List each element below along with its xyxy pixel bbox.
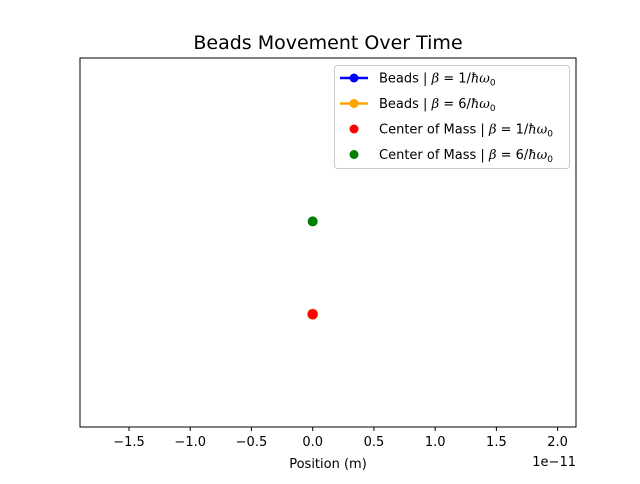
axes-frame [79, 57, 577, 428]
legend-entry: Center of Mass | β = 1/ħω0 [349, 123, 553, 140]
x-tick-label: 0.5 [364, 435, 385, 450]
legend-label: Center of Mass | β = 1/ħω0 [379, 123, 553, 140]
plot-area [307, 216, 319, 320]
legend-entry: Beads | β = 6/ħω0 [340, 97, 496, 114]
x-tick-label: 2.0 [547, 435, 568, 450]
data-point-series-2 [307, 309, 318, 320]
legend-label: Beads | β = 6/ħω0 [379, 97, 496, 114]
data-point-series-3 [307, 216, 318, 227]
legend-marker-swatch [349, 99, 359, 108]
legend-marker-swatch [349, 150, 359, 159]
legend-box [334, 65, 570, 169]
legend-label: Center of Mass | β = 6/ħω0 [379, 148, 553, 165]
x-tick-label: 1.5 [486, 435, 507, 450]
x-tick-label: −1.5 [113, 435, 145, 450]
x-axis-label: Position (m) [289, 457, 367, 472]
x-tick-label: 1.0 [425, 435, 446, 450]
legend-entry: Beads | β = 1/ħω0 [340, 72, 496, 89]
x-tick-label: −0.5 [236, 435, 268, 450]
legend-label: Beads | β = 1/ħω0 [379, 72, 496, 89]
x-tick-label: −1.0 [174, 435, 206, 450]
legend: Beads | β = 1/ħω0 Beads | β = 6/ħω0 Center… [334, 65, 570, 169]
legend-entry: Center of Mass | β = 6/ħω0 [349, 148, 553, 165]
legend-marker-swatch [349, 73, 359, 83]
x-axis-ticks: −1.5 −1.0 −0.5 0.0 0.5 1.0 1.5 2.0 [113, 427, 568, 450]
x-tick-label: 0.0 [302, 435, 323, 450]
chart-title: Beads Movement Over Time [193, 32, 462, 54]
x-axis-offset-text: 1e−11 [532, 455, 576, 470]
legend-marker-swatch [349, 124, 359, 134]
